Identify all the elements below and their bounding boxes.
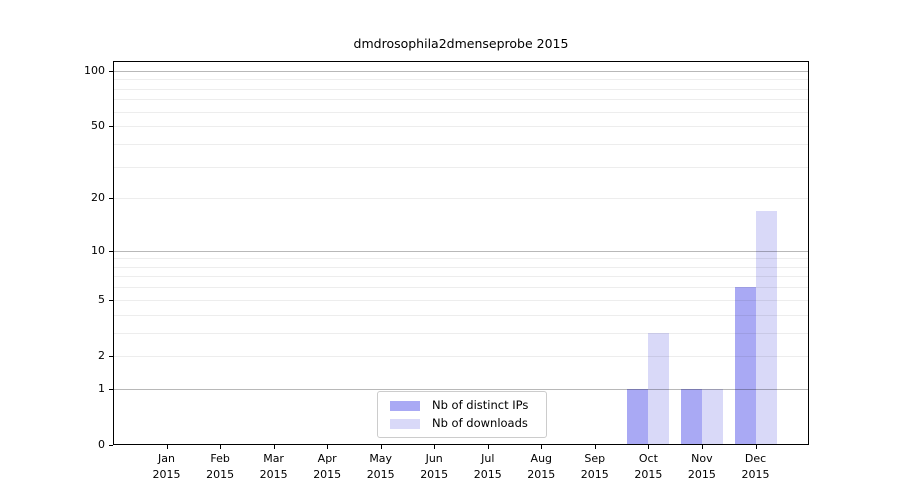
- y-tick: [109, 355, 113, 357]
- x-tick-label: Jan 2015: [135, 451, 199, 483]
- y-tick-label: 50: [91, 119, 105, 133]
- plot-border: [113, 61, 809, 445]
- minor-gridline: [113, 143, 809, 145]
- bar-downloads: [648, 332, 670, 445]
- minor-gridline: [113, 88, 809, 90]
- legend-entry-distinct-ips: Nb of distinct IPs: [386, 399, 538, 412]
- x-tick-label: Aug 2015: [509, 451, 573, 483]
- x-tick: [273, 445, 275, 449]
- major-gridline: [113, 250, 809, 252]
- x-tick-label-line: 2015: [152, 468, 181, 481]
- minor-gridline: [113, 299, 809, 301]
- x-tick: [487, 445, 489, 449]
- x-tick-label-line: Jan: [158, 452, 175, 465]
- x-tick: [541, 445, 543, 449]
- x-tick-label: Apr 2015: [295, 451, 359, 483]
- x-tick-label-line: Aug: [530, 452, 553, 465]
- bar-distinct-ips: [680, 388, 702, 445]
- y-tick-label: 20: [91, 191, 105, 205]
- chart-title: dmdrosophila2dmenseprobe 2015: [353, 36, 569, 51]
- x-tick-label-line: 2015: [527, 468, 556, 481]
- x-tick-label-line: 2015: [634, 468, 663, 481]
- x-tick-label-line: 2015: [580, 468, 609, 481]
- x-tick-label-line: Oct: [638, 452, 658, 465]
- minor-gridline: [113, 266, 809, 268]
- bar-downloads: [701, 388, 723, 445]
- y-tick-label: 0: [98, 438, 105, 451]
- x-tick: [327, 445, 329, 449]
- y-tick-label: 1: [98, 381, 105, 395]
- x-tick-label-line: Feb: [210, 452, 230, 465]
- bar-distinct-ips: [627, 388, 649, 445]
- minor-gridline: [113, 258, 809, 260]
- y-tick: [109, 126, 113, 128]
- x-tick-label-line: 2015: [259, 468, 288, 481]
- minor-gridline: [113, 287, 809, 289]
- y-tick: [109, 198, 113, 200]
- minor-gridline: [113, 332, 809, 334]
- x-tick-label: Jun 2015: [402, 451, 466, 483]
- x-tick-label: Jul 2015: [456, 451, 520, 483]
- x-tick: [701, 445, 703, 449]
- y-tick: [109, 70, 113, 72]
- major-gridline: [113, 388, 809, 390]
- x-tick: [380, 445, 382, 449]
- x-tick-label: Sep 2015: [563, 451, 627, 483]
- minor-gridline: [113, 355, 809, 357]
- legend: Nb of distinct IPs Nb of downloads: [377, 391, 547, 438]
- y-tick-label: 10: [91, 243, 105, 257]
- legend-label-distinct-ips: Nb of distinct IPs: [432, 398, 529, 412]
- x-tick-label-line: May: [369, 452, 393, 465]
- x-tick-label-line: 2015: [473, 468, 502, 481]
- minor-gridline: [113, 99, 809, 101]
- x-tick: [220, 445, 222, 449]
- x-tick-label-line: Sep: [584, 452, 606, 465]
- minor-gridline: [113, 198, 809, 200]
- y-tick: [109, 299, 113, 301]
- bar-downloads: [755, 210, 777, 445]
- x-tick-label-line: Nov: [691, 452, 713, 465]
- legend-label-downloads: Nb of downloads: [432, 416, 528, 430]
- x-tick: [755, 445, 757, 449]
- bar-distinct-ips: [734, 287, 756, 445]
- major-gridline: [113, 70, 809, 72]
- x-tick: [594, 445, 596, 449]
- x-tick: [166, 445, 168, 449]
- x-tick-label: Mar 2015: [242, 451, 306, 483]
- y-tick-label: 5: [98, 292, 105, 306]
- x-tick-label-line: 2015: [313, 468, 342, 481]
- x-tick: [648, 445, 650, 449]
- x-tick-label-line: 2015: [741, 468, 770, 481]
- minor-gridline: [113, 126, 809, 128]
- x-tick-label-line: 2015: [687, 468, 716, 481]
- y-tick: [109, 250, 113, 252]
- y-tick: [109, 445, 113, 446]
- x-tick-label-line: Apr: [317, 452, 337, 465]
- x-tick-label: Oct 2015: [616, 451, 680, 483]
- minor-gridline: [113, 276, 809, 278]
- x-tick-label-line: Mar: [263, 452, 284, 465]
- x-tick-label-line: 2015: [206, 468, 235, 481]
- x-tick-label: Feb 2015: [188, 451, 252, 483]
- x-tick-label: Nov 2015: [670, 451, 734, 483]
- x-tick-label-line: 2015: [420, 468, 449, 481]
- minor-gridline: [113, 111, 809, 113]
- x-tick-label: May 2015: [349, 451, 413, 483]
- minor-gridline: [113, 314, 809, 316]
- x-tick-label-line: Jul: [481, 452, 495, 465]
- x-tick-label-line: 2015: [366, 468, 395, 481]
- x-tick-label: Dec 2015: [724, 451, 788, 483]
- legend-swatch-distinct-ips: [390, 400, 420, 411]
- y-tick: [109, 388, 113, 390]
- x-tick-label-line: Dec: [744, 452, 767, 465]
- y-tick-label: 2: [98, 348, 105, 362]
- y-tick-label: 100: [84, 63, 105, 77]
- legend-swatch-downloads: [390, 418, 420, 429]
- x-tick-label-line: Jun: [425, 452, 443, 465]
- minor-gridline: [113, 166, 809, 168]
- legend-entry-downloads: Nb of downloads: [386, 417, 538, 430]
- minor-gridline: [113, 79, 809, 81]
- x-tick: [434, 445, 436, 449]
